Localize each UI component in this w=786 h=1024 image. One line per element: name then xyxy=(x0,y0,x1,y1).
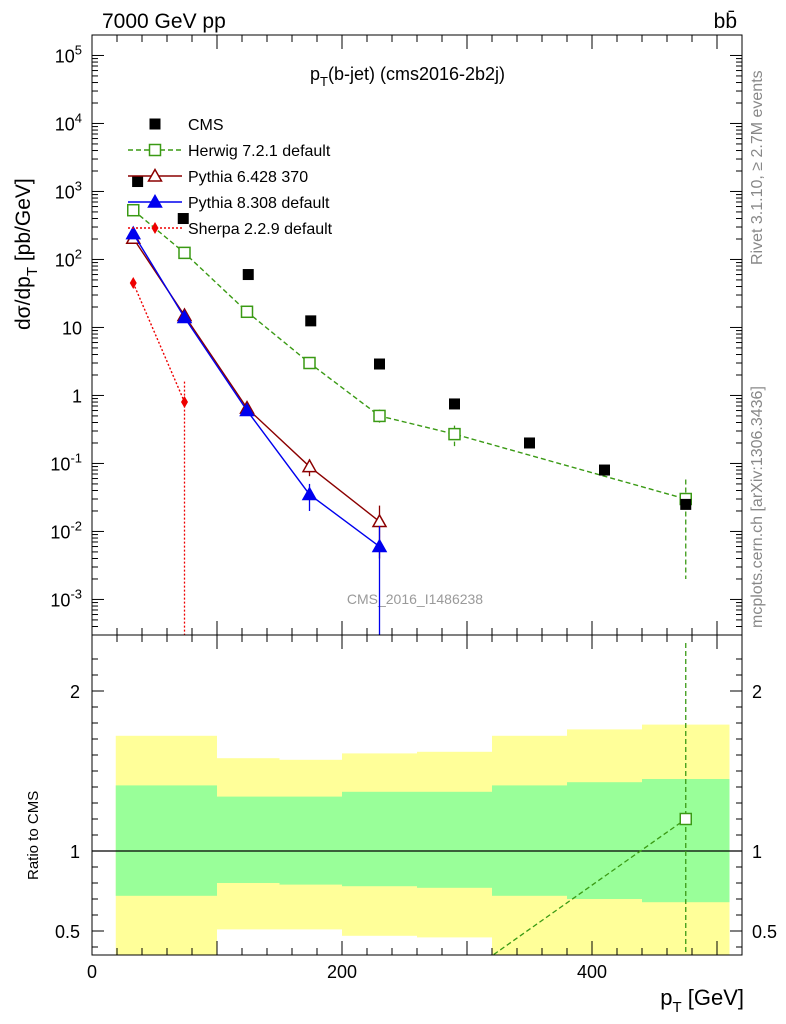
data-point xyxy=(242,269,254,281)
ratio-y-tick-label-right: 1 xyxy=(752,842,762,862)
legend-marker xyxy=(151,222,159,234)
green-band-bin xyxy=(417,791,492,888)
data-point xyxy=(239,402,255,417)
green-band-bin xyxy=(492,785,567,896)
y-tick-label: 10-3 xyxy=(50,586,82,610)
data-point xyxy=(371,538,388,553)
green-band-bin xyxy=(279,796,342,885)
legend-entry: CMS xyxy=(149,117,224,134)
data-point xyxy=(305,315,317,327)
beam-label: 7000 GeV pp xyxy=(102,10,226,33)
data-point xyxy=(303,356,316,370)
legend-label: Herwig 7.2.1 default xyxy=(188,143,331,160)
ratio-y-tick-label-right: 2 xyxy=(752,682,762,702)
data-point xyxy=(127,203,140,217)
legend-marker xyxy=(147,193,163,208)
series-3 xyxy=(125,225,388,635)
green-band-bin xyxy=(567,782,642,899)
data-point xyxy=(374,358,385,370)
data-point xyxy=(524,437,535,449)
data-point xyxy=(132,176,144,188)
data-point xyxy=(129,277,137,290)
data-point xyxy=(680,498,692,510)
legend-entry: Pythia 8.308 default xyxy=(128,193,330,212)
series-line xyxy=(132,209,686,500)
ratio-line-herwig xyxy=(491,818,687,955)
legend-label: CMS xyxy=(188,117,224,134)
side-label-top: Rivet 3.1.10, ≥ 2.7M events xyxy=(749,70,766,265)
data-point xyxy=(178,246,191,260)
data-point xyxy=(301,486,318,501)
y-tick-label: 10-1 xyxy=(50,450,82,474)
legend-label: Pythia 8.308 default xyxy=(188,195,330,212)
ratio-point-herwig xyxy=(679,812,692,826)
y-tick-label: 102 xyxy=(55,246,82,270)
data-point xyxy=(177,213,189,225)
process-label: bb̄ xyxy=(714,10,737,33)
x-tick-label: 0 xyxy=(87,962,97,982)
data-point xyxy=(599,464,610,476)
data-point xyxy=(449,398,460,410)
legend-label: Pythia 6.428 370 xyxy=(188,169,308,186)
ratio-y-tick-label: 1 xyxy=(70,842,80,862)
data-point xyxy=(181,396,188,409)
data-point xyxy=(240,305,254,319)
green-band-bin xyxy=(115,785,217,896)
plot-title: pT(b-jet) (cms2016-2b2j) xyxy=(310,64,505,89)
data-point xyxy=(448,427,461,441)
series-1 xyxy=(127,203,692,579)
side-label-bottom: mcplots.cern.ch [arXiv:1306.3436] xyxy=(749,386,766,628)
ratio-y-tick-label-right: 0.5 xyxy=(752,922,777,942)
main-ylabel: dσ/dpT [pb/GeV] xyxy=(12,178,41,330)
series-line xyxy=(132,282,186,403)
legend-marker xyxy=(148,143,162,157)
green-band-bin xyxy=(217,796,280,883)
data-point xyxy=(371,513,388,528)
ratio-ylabel: Ratio to CMS xyxy=(25,791,42,880)
y-tick-label: 103 xyxy=(55,178,82,202)
series-line xyxy=(132,237,380,523)
series-0 xyxy=(132,176,692,510)
data-point xyxy=(301,458,318,473)
x-tick-label: 200 xyxy=(327,962,357,982)
legend-marker xyxy=(149,118,161,130)
y-tick-label: 10-2 xyxy=(50,518,82,542)
y-tick-label: 105 xyxy=(55,42,82,66)
x-tick-label: 400 xyxy=(577,962,607,982)
ratio-y-tick-label: 2 xyxy=(70,682,80,702)
y-tick-label: 1 xyxy=(72,386,82,406)
y-tick-label: 104 xyxy=(55,110,82,134)
series-2 xyxy=(125,230,388,559)
x-axis-label: pT [GeV] xyxy=(660,985,744,1016)
data-point xyxy=(176,309,193,324)
data-point xyxy=(373,409,386,423)
data-point xyxy=(125,225,142,240)
watermark: CMS_2016_I1486238 xyxy=(347,591,483,607)
series-line xyxy=(132,233,380,548)
legend-entry: Sherpa 2.2.9 default xyxy=(128,221,333,238)
legend-entry: Herwig 7.2.1 default xyxy=(128,143,331,160)
series-4 xyxy=(129,277,188,635)
legend-entry: Pythia 6.428 370 xyxy=(128,167,308,186)
green-band-bin xyxy=(342,791,417,887)
ratio-y-tick-label: 0.5 xyxy=(55,922,80,942)
y-tick-label: 10 xyxy=(62,318,82,338)
legend-label: Sherpa 2.2.9 default xyxy=(188,221,333,238)
legend-marker xyxy=(147,167,163,182)
